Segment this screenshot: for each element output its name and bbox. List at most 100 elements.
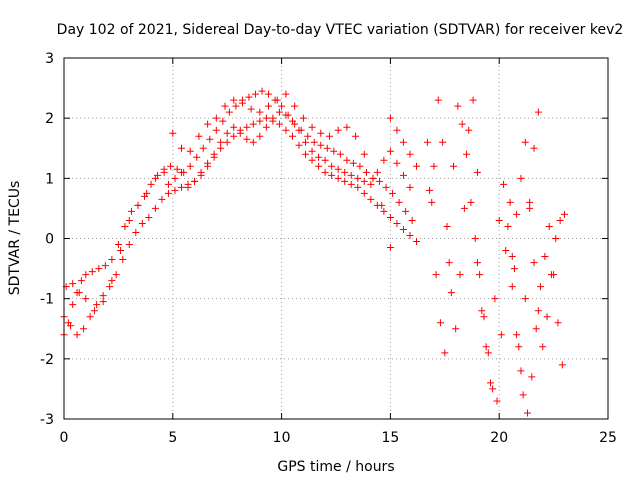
data-point bbox=[460, 204, 468, 212]
data-point bbox=[376, 177, 384, 185]
data-point bbox=[558, 361, 566, 369]
data-point bbox=[256, 132, 264, 140]
x-tick-label: 15 bbox=[381, 430, 399, 446]
data-point bbox=[321, 168, 329, 176]
y-tick-label: 0 bbox=[45, 232, 54, 248]
data-point bbox=[212, 126, 220, 134]
data-point bbox=[310, 138, 318, 146]
data-point bbox=[463, 150, 471, 158]
x-tick-label: 10 bbox=[273, 430, 291, 446]
series-track-6 bbox=[423, 102, 471, 357]
data-point bbox=[406, 231, 414, 239]
data-point bbox=[486, 379, 494, 387]
data-point bbox=[282, 90, 290, 98]
data-point bbox=[101, 262, 109, 270]
data-point bbox=[108, 277, 116, 285]
data-point bbox=[328, 162, 336, 170]
data-point bbox=[504, 222, 512, 230]
data-point bbox=[500, 180, 508, 188]
data-point bbox=[167, 162, 175, 170]
data-point bbox=[447, 289, 455, 297]
data-point bbox=[395, 198, 403, 206]
data-point bbox=[352, 132, 360, 140]
data-point bbox=[445, 259, 453, 267]
data-point bbox=[334, 174, 342, 182]
data-point bbox=[552, 235, 560, 242]
data-point bbox=[360, 150, 368, 158]
data-point bbox=[223, 138, 231, 146]
data-point bbox=[336, 150, 344, 158]
data-point bbox=[478, 307, 486, 315]
data-point bbox=[178, 168, 186, 176]
data-point bbox=[315, 162, 323, 170]
data-point bbox=[347, 171, 355, 179]
series-track-4 bbox=[164, 108, 414, 191]
y-tick-label: -1 bbox=[40, 292, 54, 308]
data-point bbox=[114, 241, 122, 249]
data-point bbox=[230, 96, 238, 104]
data-point bbox=[217, 144, 225, 152]
data-point bbox=[99, 298, 107, 306]
data-point bbox=[256, 108, 264, 116]
data-point bbox=[539, 343, 547, 351]
data-point bbox=[164, 180, 172, 188]
data-point bbox=[151, 174, 159, 182]
data-point bbox=[158, 195, 166, 203]
data-point bbox=[262, 114, 270, 122]
data-point bbox=[450, 162, 458, 170]
data-point bbox=[143, 189, 151, 197]
x-tick-label: 0 bbox=[60, 430, 69, 446]
data-point bbox=[299, 114, 307, 122]
data-point bbox=[510, 265, 518, 273]
x-tick-label: 20 bbox=[490, 430, 508, 446]
data-point bbox=[482, 343, 490, 351]
data-point bbox=[282, 126, 290, 134]
data-point bbox=[93, 301, 101, 309]
data-point bbox=[399, 225, 407, 233]
data-point bbox=[186, 162, 194, 170]
data-point bbox=[473, 168, 481, 176]
data-point bbox=[291, 102, 299, 110]
data-point bbox=[330, 147, 338, 155]
data-point bbox=[356, 162, 364, 170]
data-point bbox=[199, 144, 207, 152]
data-point bbox=[473, 259, 481, 267]
data-point bbox=[328, 171, 336, 179]
data-point bbox=[80, 325, 88, 333]
data-point bbox=[467, 198, 475, 206]
data-point bbox=[262, 123, 270, 131]
data-point bbox=[382, 183, 390, 191]
data-points bbox=[60, 87, 568, 417]
data-point bbox=[456, 271, 464, 279]
data-point bbox=[430, 162, 438, 170]
data-point bbox=[530, 259, 538, 267]
data-point bbox=[121, 222, 129, 230]
data-point bbox=[69, 280, 77, 288]
data-point bbox=[386, 244, 394, 252]
data-point bbox=[380, 156, 388, 164]
data-point bbox=[389, 189, 397, 197]
data-point bbox=[439, 138, 447, 146]
data-point bbox=[125, 216, 133, 224]
data-point bbox=[249, 138, 257, 146]
data-point bbox=[386, 213, 394, 221]
data-point bbox=[230, 132, 238, 140]
data-point bbox=[265, 90, 273, 98]
data-point bbox=[278, 102, 286, 110]
data-point bbox=[354, 174, 362, 182]
data-point bbox=[82, 271, 90, 279]
data-point bbox=[517, 367, 525, 375]
data-point bbox=[393, 159, 401, 167]
data-point bbox=[147, 180, 155, 188]
data-point bbox=[86, 313, 94, 321]
data-point bbox=[508, 253, 516, 261]
data-point bbox=[75, 289, 83, 297]
data-point bbox=[217, 138, 225, 146]
data-point bbox=[206, 135, 214, 143]
data-point bbox=[243, 123, 251, 131]
data-point bbox=[288, 132, 296, 140]
data-point bbox=[441, 349, 449, 357]
data-point bbox=[386, 147, 394, 155]
data-point bbox=[341, 168, 349, 176]
data-point bbox=[302, 138, 310, 146]
